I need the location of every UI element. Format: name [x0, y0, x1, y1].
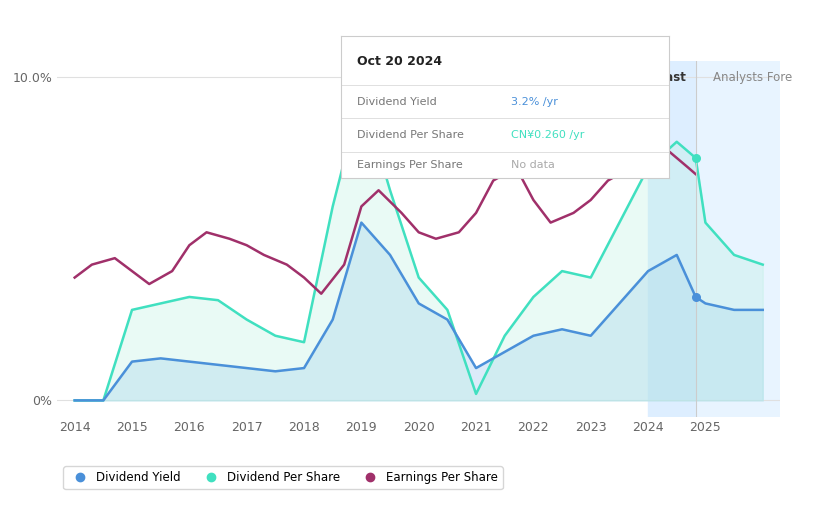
Point	[689, 293, 702, 301]
Bar	[695, 61, 809, 417]
Text: Analysts Fore: Analysts Fore	[713, 71, 792, 84]
Text: Past: Past	[658, 71, 686, 84]
Text: CN¥0.260 /yr: CN¥0.260 /yr	[511, 130, 585, 140]
Text: Earnings Per Share: Earnings Per Share	[357, 160, 463, 170]
Legend: Dividend Yield, Dividend Per Share, Earnings Per Share: Dividend Yield, Dividend Per Share, Earn…	[63, 466, 502, 489]
Point	[689, 154, 702, 162]
Bar	[648, 61, 695, 417]
Text: No data: No data	[511, 160, 555, 170]
Text: Dividend Per Share: Dividend Per Share	[357, 130, 464, 140]
Text: Oct 20 2024: Oct 20 2024	[357, 55, 443, 68]
Text: 3.2% /yr: 3.2% /yr	[511, 98, 558, 107]
Text: Dividend Yield: Dividend Yield	[357, 98, 437, 107]
